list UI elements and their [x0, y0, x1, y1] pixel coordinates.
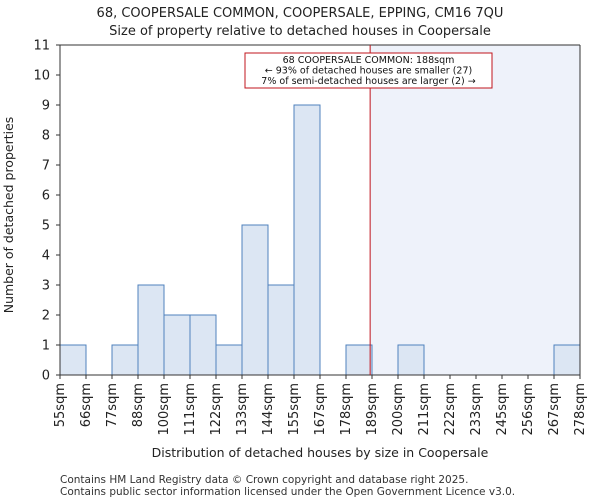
x-tick-label: 77sqm — [105, 383, 120, 427]
histogram-bar — [397, 344, 425, 376]
y-axis-label: Number of detached properties — [1, 117, 16, 314]
x-tick-label: 66sqm — [79, 383, 94, 427]
y-tick-label: 4 — [42, 249, 50, 264]
footer-line-2: Contains public sector information licen… — [60, 486, 515, 498]
x-tick-label: 256sqm — [521, 383, 536, 436]
y-tick-label: 11 — [33, 39, 50, 54]
y-tick-label: 8 — [42, 129, 50, 144]
x-tick-label: 167sqm — [313, 383, 328, 436]
annotation-box — [244, 52, 493, 89]
y-tick-label: 6 — [42, 189, 50, 204]
plot-area: 0 1 2 3 4 5 6 7 8 9 10 11 55sqm 66sqm 77sqm 88sqm 100sqm… — [33, 39, 588, 436]
y-tick-label: 9 — [42, 99, 50, 114]
histogram-bar — [163, 314, 191, 376]
x-tick-label: 100sqm — [157, 383, 172, 436]
x-tick-label: 55sqm — [53, 383, 68, 427]
x-tick-label: 111sqm — [183, 383, 198, 436]
histogram-bar — [241, 224, 269, 376]
x-axis-label: Distribution of detached houses by size … — [152, 445, 489, 460]
histogram-bar — [267, 284, 295, 376]
x-tick-label: 155sqm — [287, 383, 302, 436]
y-tick-label: 2 — [42, 309, 50, 324]
histogram-bar — [189, 314, 217, 376]
y-tick-label: 10 — [33, 69, 50, 84]
x-tick-label: 122sqm — [209, 383, 224, 436]
chart-subtitle: Size of property relative to detached ho… — [109, 24, 491, 39]
x-tick-label: 233sqm — [469, 383, 484, 436]
histogram-bar — [137, 284, 165, 376]
y-tick-label: 0 — [42, 369, 50, 384]
x-tick-label: 144sqm — [261, 383, 276, 436]
x-tick-label: 278sqm — [573, 383, 588, 436]
annotation-line: ← 93% of detached houses are smaller (27… — [265, 66, 472, 77]
annotation-line: 7% of semi-detached houses are larger (2… — [261, 76, 475, 87]
chart-title: 68, COOPERSALE COMMON, COOPERSALE, EPPIN… — [97, 6, 504, 21]
x-tick-label: 189sqm — [365, 383, 380, 436]
x-tick-label: 133sqm — [235, 383, 250, 436]
y-tick-label: 5 — [42, 219, 50, 234]
histogram-bar — [293, 104, 321, 376]
x-tick-label: 200sqm — [391, 383, 406, 436]
y-tick-label: 3 — [42, 279, 50, 294]
footer-line-1: Contains HM Land Registry data © Crown c… — [60, 474, 468, 486]
x-tick-label: 222sqm — [443, 383, 458, 436]
x-tick-label: 211sqm — [417, 383, 432, 436]
histogram-bar — [553, 344, 581, 376]
x-tick-label: 245sqm — [495, 383, 510, 436]
histogram-bar — [345, 344, 373, 376]
x-tick-label: 88sqm — [131, 383, 146, 427]
x-tick-label: 178sqm — [339, 383, 354, 436]
x-tick-label: 267sqm — [547, 383, 562, 436]
histogram-bar — [59, 344, 87, 376]
histogram-bar — [215, 344, 243, 376]
y-tick-label: 7 — [42, 159, 50, 174]
histogram-bar — [111, 344, 139, 376]
annotation-line: 68 COOPERSALE COMMON: 188sqm — [283, 55, 455, 66]
y-tick-label: 1 — [42, 339, 50, 354]
highlight-region — [370, 45, 580, 375]
